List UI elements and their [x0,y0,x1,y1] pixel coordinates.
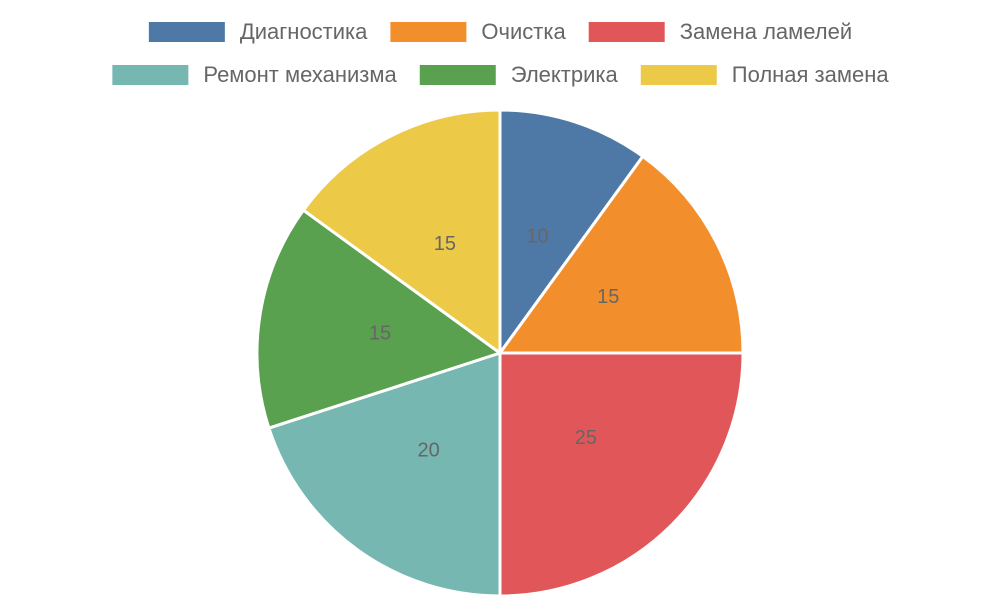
value-label: 20 [417,440,439,462]
legend-label: Очистка [481,19,566,44]
value-label: 15 [597,286,619,308]
legend-swatch [146,20,227,44]
pie-slice [498,351,745,598]
pie-slice [301,108,502,356]
legend-label: Замена ламелей [680,19,852,44]
pie-slice [497,154,745,355]
value-label: 15 [434,233,456,255]
legend-swatch [388,20,469,44]
legend-label: Ремонт механизма [203,62,397,87]
value-label: 25 [575,427,597,449]
legend-row: Ремонт механизма Электрика Полная замена [110,62,890,87]
legend-label: Диагностика [240,19,368,44]
value-label: 10 [526,226,548,248]
legend-swatch [110,63,191,87]
pie-slice [498,108,645,358]
legend-swatch [586,20,667,44]
value-label: 15 [369,322,391,344]
pie-slice [267,350,502,598]
legend-swatch [638,63,719,87]
pie-slice [255,208,504,430]
legend-label: Полная замена [732,62,890,87]
legend-label: Электрика [511,62,619,87]
legend-swatch [417,63,498,87]
legend-row: Диагностика Очистка Замена ламелей [146,19,852,44]
